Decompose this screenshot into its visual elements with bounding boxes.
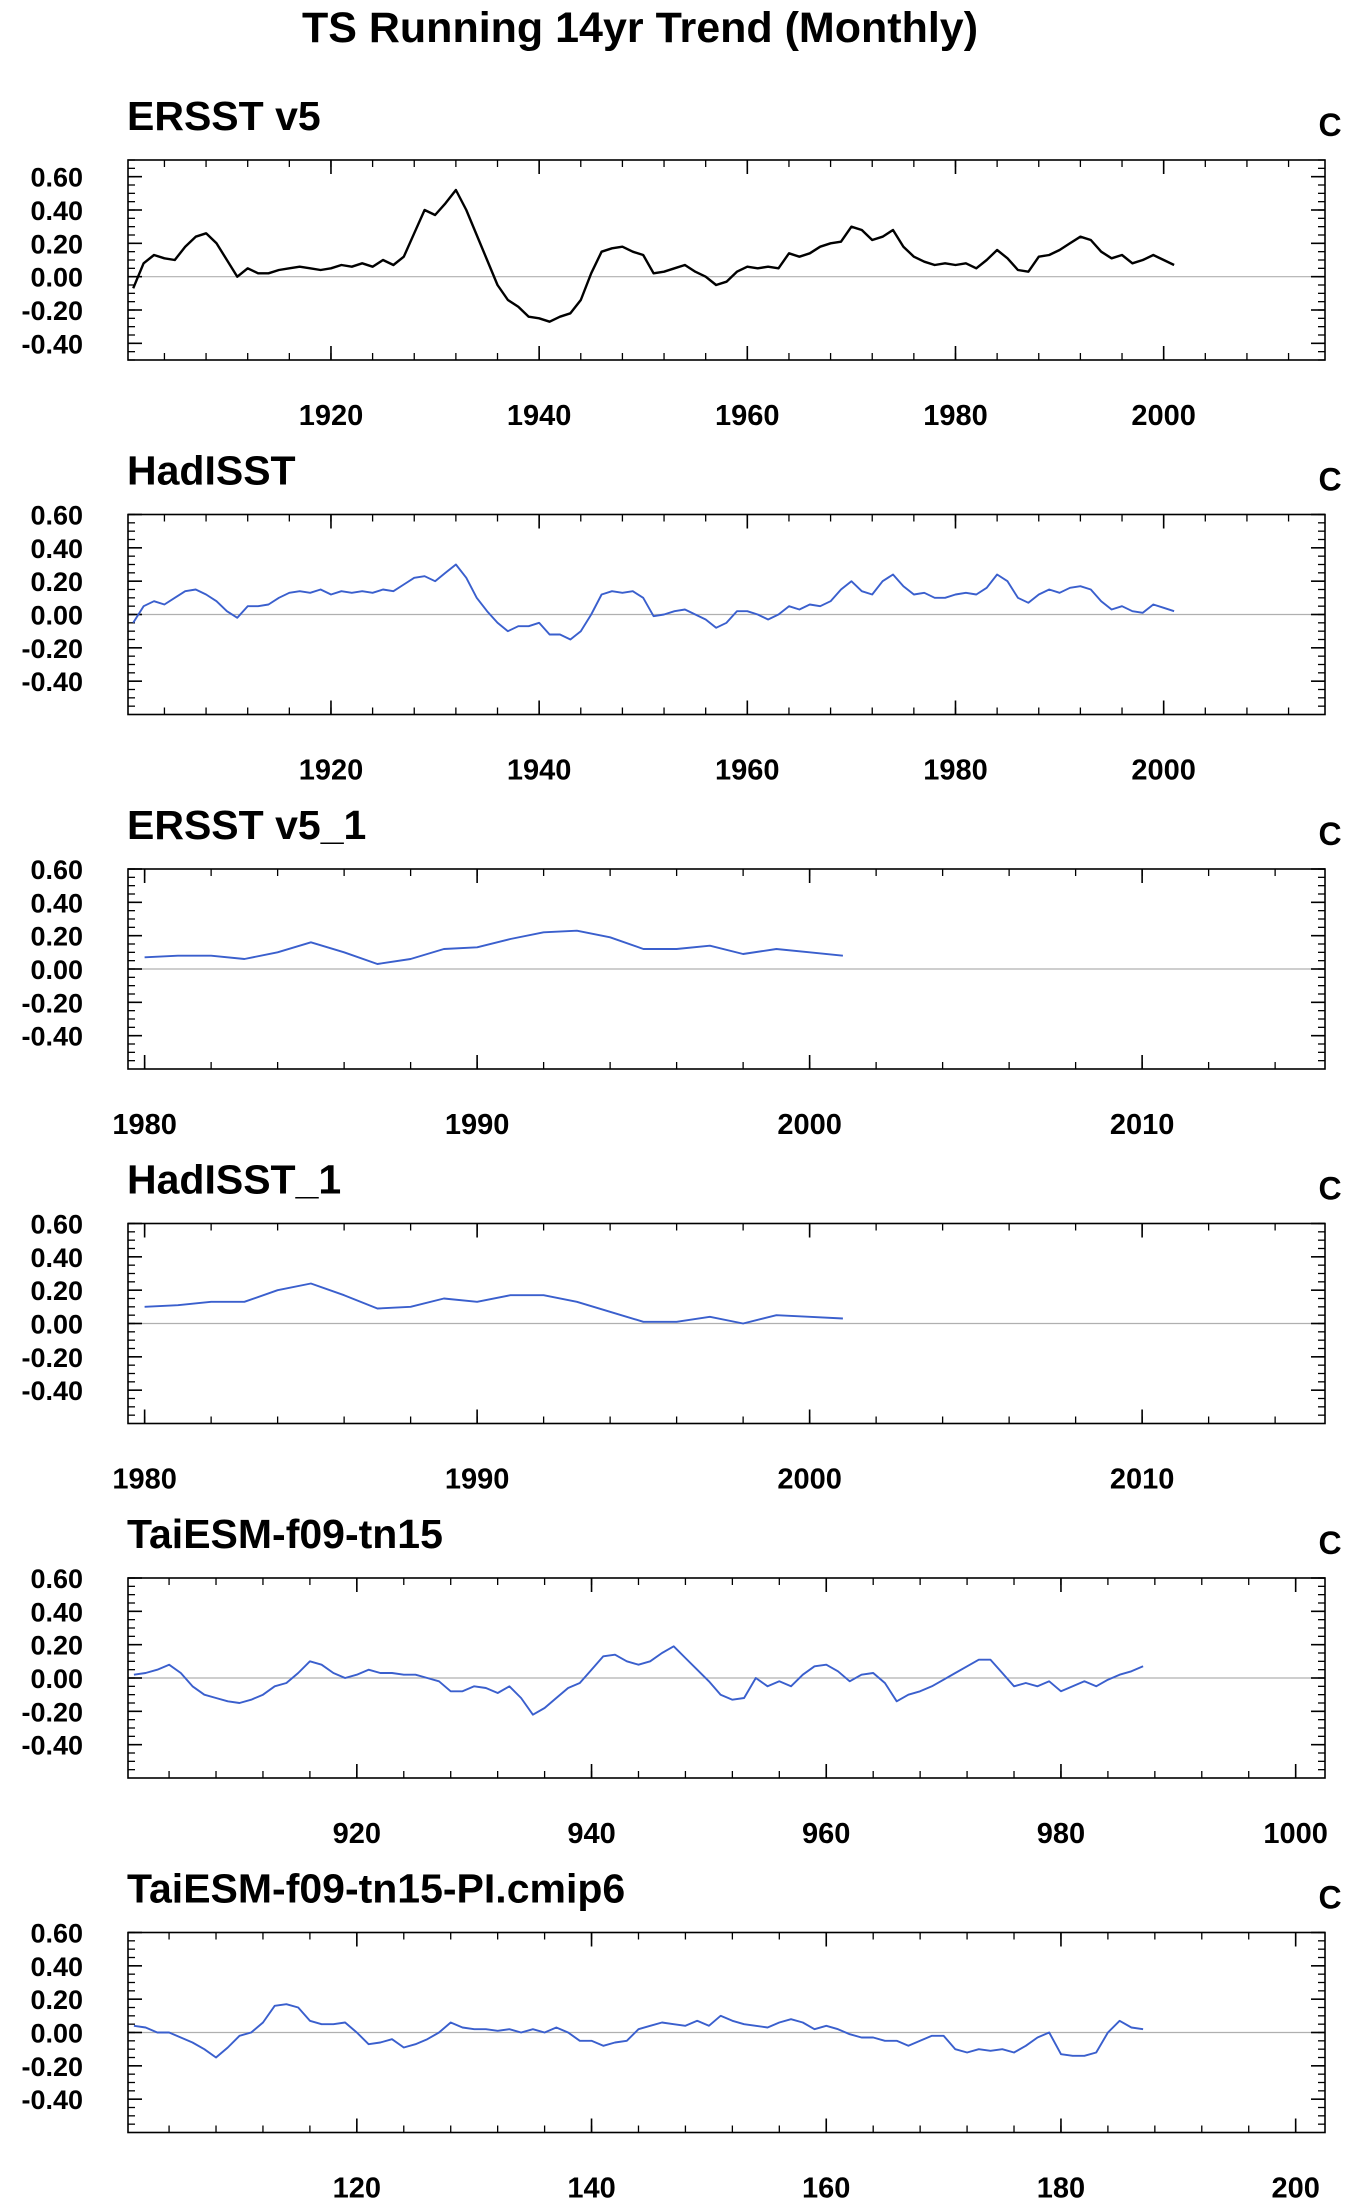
plot-frame <box>127 1577 1326 1779</box>
y-tick-label: -0.20 <box>21 2052 83 2082</box>
series-line <box>144 1282 843 1325</box>
y-tick-label: 0.40 <box>30 1243 83 1273</box>
chart-panel: TaiESM-f09-tn15 C -0.40 -0.200.000.20 0.400.… <box>21 1511 1341 1850</box>
y-tick-label: 0.20 <box>30 1631 83 1661</box>
panel-title: ERSST v5 <box>127 93 321 139</box>
panel-title: HadISST_1 <box>127 1157 341 1203</box>
y-tick-label: 0.60 <box>30 1210 83 1240</box>
y-tick-label: 0.60 <box>30 855 83 885</box>
x-tick-label: 1960 <box>715 755 780 787</box>
x-tick-label: 160 <box>802 2173 850 2205</box>
y-tick-label: 0.00 <box>30 955 83 985</box>
x-tick-label: 180 <box>1037 2173 1085 2205</box>
y-tick-label: -0.20 <box>21 1343 83 1373</box>
x-tick-label: 2000 <box>777 1464 842 1496</box>
series-line <box>133 2003 1144 2059</box>
x-tick-label: 1000 <box>1263 1818 1328 1850</box>
x-tick-label: 920 <box>333 1818 381 1850</box>
x-tick-label: 940 <box>567 1818 615 1850</box>
y-tick-label: -0.40 <box>21 1376 83 1406</box>
x-tick-label: 1940 <box>507 400 572 432</box>
y-tick-label: 0.00 <box>30 2019 83 2049</box>
panel-units: C <box>1318 1171 1341 1207</box>
x-tick-label: 1920 <box>299 400 364 432</box>
y-tick-label: 0.20 <box>30 1985 83 2015</box>
y-tick-label: 0.20 <box>30 229 83 259</box>
plot-frame <box>127 513 1326 716</box>
y-tick-label: 0.60 <box>30 163 83 193</box>
x-tick-label: 2000 <box>1131 400 1196 432</box>
x-tick-label: 960 <box>802 1818 850 1850</box>
panel-units: C <box>1318 1880 1341 1916</box>
y-tick-label: 0.20 <box>30 922 83 952</box>
x-tick-label: 2000 <box>777 1109 842 1141</box>
y-tick-label: 0.00 <box>30 1310 83 1340</box>
panel-units: C <box>1318 462 1341 498</box>
chart-panel: ERSST v5 C -0.40-0.200.00 0.200.400.60 1920 1… <box>21 93 1341 432</box>
plot-frame <box>127 159 1326 361</box>
x-tick-label: 1980 <box>112 1109 177 1141</box>
y-tick-label: 0.60 <box>30 1919 83 1949</box>
y-tick-label: -0.40 <box>21 329 83 359</box>
y-tick-label: 0.00 <box>30 601 83 631</box>
y-tick-label: -0.40 <box>21 2085 83 2115</box>
x-tick-label: 1940 <box>507 755 572 787</box>
y-tick-label: 0.60 <box>30 1564 83 1594</box>
y-tick-label: 0.00 <box>30 263 83 293</box>
chart-panel: ERSST v5_1 C -0.40 -0.200.000.20 0.400.60 198… <box>21 802 1341 1141</box>
series-line <box>133 1645 1144 1716</box>
y-tick-label: -0.40 <box>21 1731 83 1761</box>
plot-frame <box>127 1222 1326 1425</box>
x-tick-label: 120 <box>333 2173 381 2205</box>
panel-title: ERSST v5_1 <box>127 802 366 848</box>
y-tick-label: -0.20 <box>21 634 83 664</box>
y-tick-label: -0.20 <box>21 296 83 326</box>
chart-panel: HadISST C -0.40-0.200.00 0.200.400.60 1920 19… <box>21 448 1341 787</box>
panel-units: C <box>1318 107 1341 143</box>
x-tick-label: 1980 <box>112 1464 177 1496</box>
plot-frame <box>127 1931 1326 2134</box>
panel-title: TaiESM-f09-tn15 <box>127 1511 443 1557</box>
series-line <box>144 929 843 965</box>
x-tick-label: 1960 <box>715 400 780 432</box>
figure-title: TS Running 14yr Trend (Monthly) <box>302 4 978 52</box>
y-tick-label: 0.40 <box>30 888 83 918</box>
y-tick-label: -0.20 <box>21 1697 83 1727</box>
x-tick-label: 200 <box>1271 2173 1319 2205</box>
plot-frame <box>127 868 1326 1070</box>
y-tick-label: -0.40 <box>21 667 83 697</box>
x-tick-label: 1920 <box>299 755 364 787</box>
y-tick-label: 0.40 <box>30 534 83 564</box>
x-tick-label: 1980 <box>923 400 988 432</box>
series-line <box>132 188 1175 323</box>
panel-units: C <box>1318 1525 1341 1561</box>
x-tick-label: 140 <box>567 2173 615 2205</box>
y-tick-label: 0.40 <box>30 1597 83 1627</box>
x-tick-label: 2000 <box>1131 755 1196 787</box>
x-tick-label: 1990 <box>445 1464 510 1496</box>
y-tick-label: 0.60 <box>30 501 83 531</box>
chart-panel: HadISST_1 C -0.40-0.200.00 0.200.400.60 1980… <box>21 1157 1341 1496</box>
y-tick-label: -0.40 <box>21 1022 83 1052</box>
x-tick-label: 2010 <box>1110 1464 1175 1496</box>
x-tick-label: 980 <box>1037 1818 1085 1850</box>
panel-title: HadISST <box>127 448 296 494</box>
y-tick-label: 0.40 <box>30 1952 83 1982</box>
x-tick-label: 2010 <box>1110 1109 1175 1141</box>
y-tick-label: 0.20 <box>30 567 83 597</box>
y-tick-label: 0.20 <box>30 1276 83 1306</box>
panel-units: C <box>1318 816 1341 852</box>
panel-title: TaiESM-f09-tn15-PI.cmip6 <box>127 1866 625 1912</box>
series-line <box>132 563 1175 641</box>
x-tick-label: 1990 <box>445 1109 510 1141</box>
chart-panel: TaiESM-f09-tn15-PI.cmip6 C -0.40-0.200.00 0… <box>21 1866 1341 2205</box>
y-tick-label: 0.40 <box>30 196 83 226</box>
y-tick-label: -0.20 <box>21 988 83 1018</box>
y-tick-label: 0.00 <box>30 1664 83 1694</box>
x-tick-label: 1980 <box>923 755 988 787</box>
